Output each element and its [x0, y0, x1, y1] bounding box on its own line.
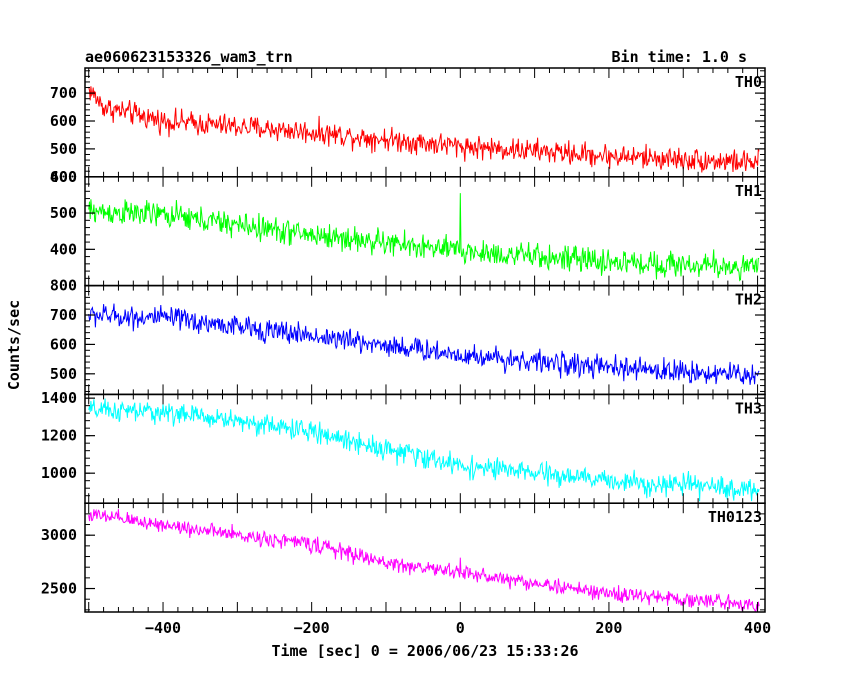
x-tick-label: 0 [456, 619, 465, 637]
panel-label-th1: TH1 [735, 182, 762, 200]
y-tick-label: 500 [50, 204, 77, 222]
y-tick-label: 400 [50, 168, 77, 186]
series-line-th1 [88, 193, 760, 282]
panel-frame [84, 284, 766, 396]
y-tick-label: 500 [50, 140, 77, 158]
panel-frame [84, 502, 766, 613]
y-tick-label: 600 [50, 335, 77, 353]
y-tick-label: 600 [50, 168, 77, 186]
series-line-th3 [88, 398, 760, 502]
chart-subtitle: Bin time: 1.0 s [612, 48, 747, 66]
y-tick-label: 700 [50, 84, 77, 102]
y-axis-label: Counts/sec [5, 300, 23, 390]
panel-label-th0123: TH0123 [708, 508, 762, 526]
chart-title: ae060623153326_wam3_trn [85, 48, 293, 66]
panel-label-th2: TH2 [735, 291, 762, 309]
x-tick-label: −200 [294, 619, 330, 637]
series-line-th0 [88, 86, 760, 173]
y-tick-label: 700 [50, 306, 77, 324]
y-tick-label: 800 [50, 277, 77, 295]
y-tick-label: 600 [50, 112, 77, 130]
panel-label-th3: TH3 [735, 399, 762, 417]
panel-frame [84, 393, 766, 504]
x-tick-label: 400 [744, 619, 771, 637]
panel-label-th0: TH0 [735, 73, 762, 91]
y-tick-label: 400 [50, 240, 77, 258]
x-tick-label: −400 [145, 619, 181, 637]
y-tick-label: 3000 [41, 526, 77, 544]
x-axis-label: Time [sec] 0 = 2006/06/23 15:33:26 [271, 642, 578, 660]
y-tick-label: 2500 [41, 580, 77, 598]
y-tick-label: 500 [50, 365, 77, 383]
y-tick-label: 1400 [41, 389, 77, 407]
series-line-th0123 [88, 508, 760, 613]
x-tick-label: 200 [595, 619, 622, 637]
y-tick-label: 1000 [41, 464, 77, 482]
y-tick-label: 1200 [41, 427, 77, 445]
series-line-th2 [88, 303, 760, 385]
panels-group: TH0 400 500 600 700 TH1 400 500 600 TH2 500 600 700 8… [41, 67, 771, 637]
